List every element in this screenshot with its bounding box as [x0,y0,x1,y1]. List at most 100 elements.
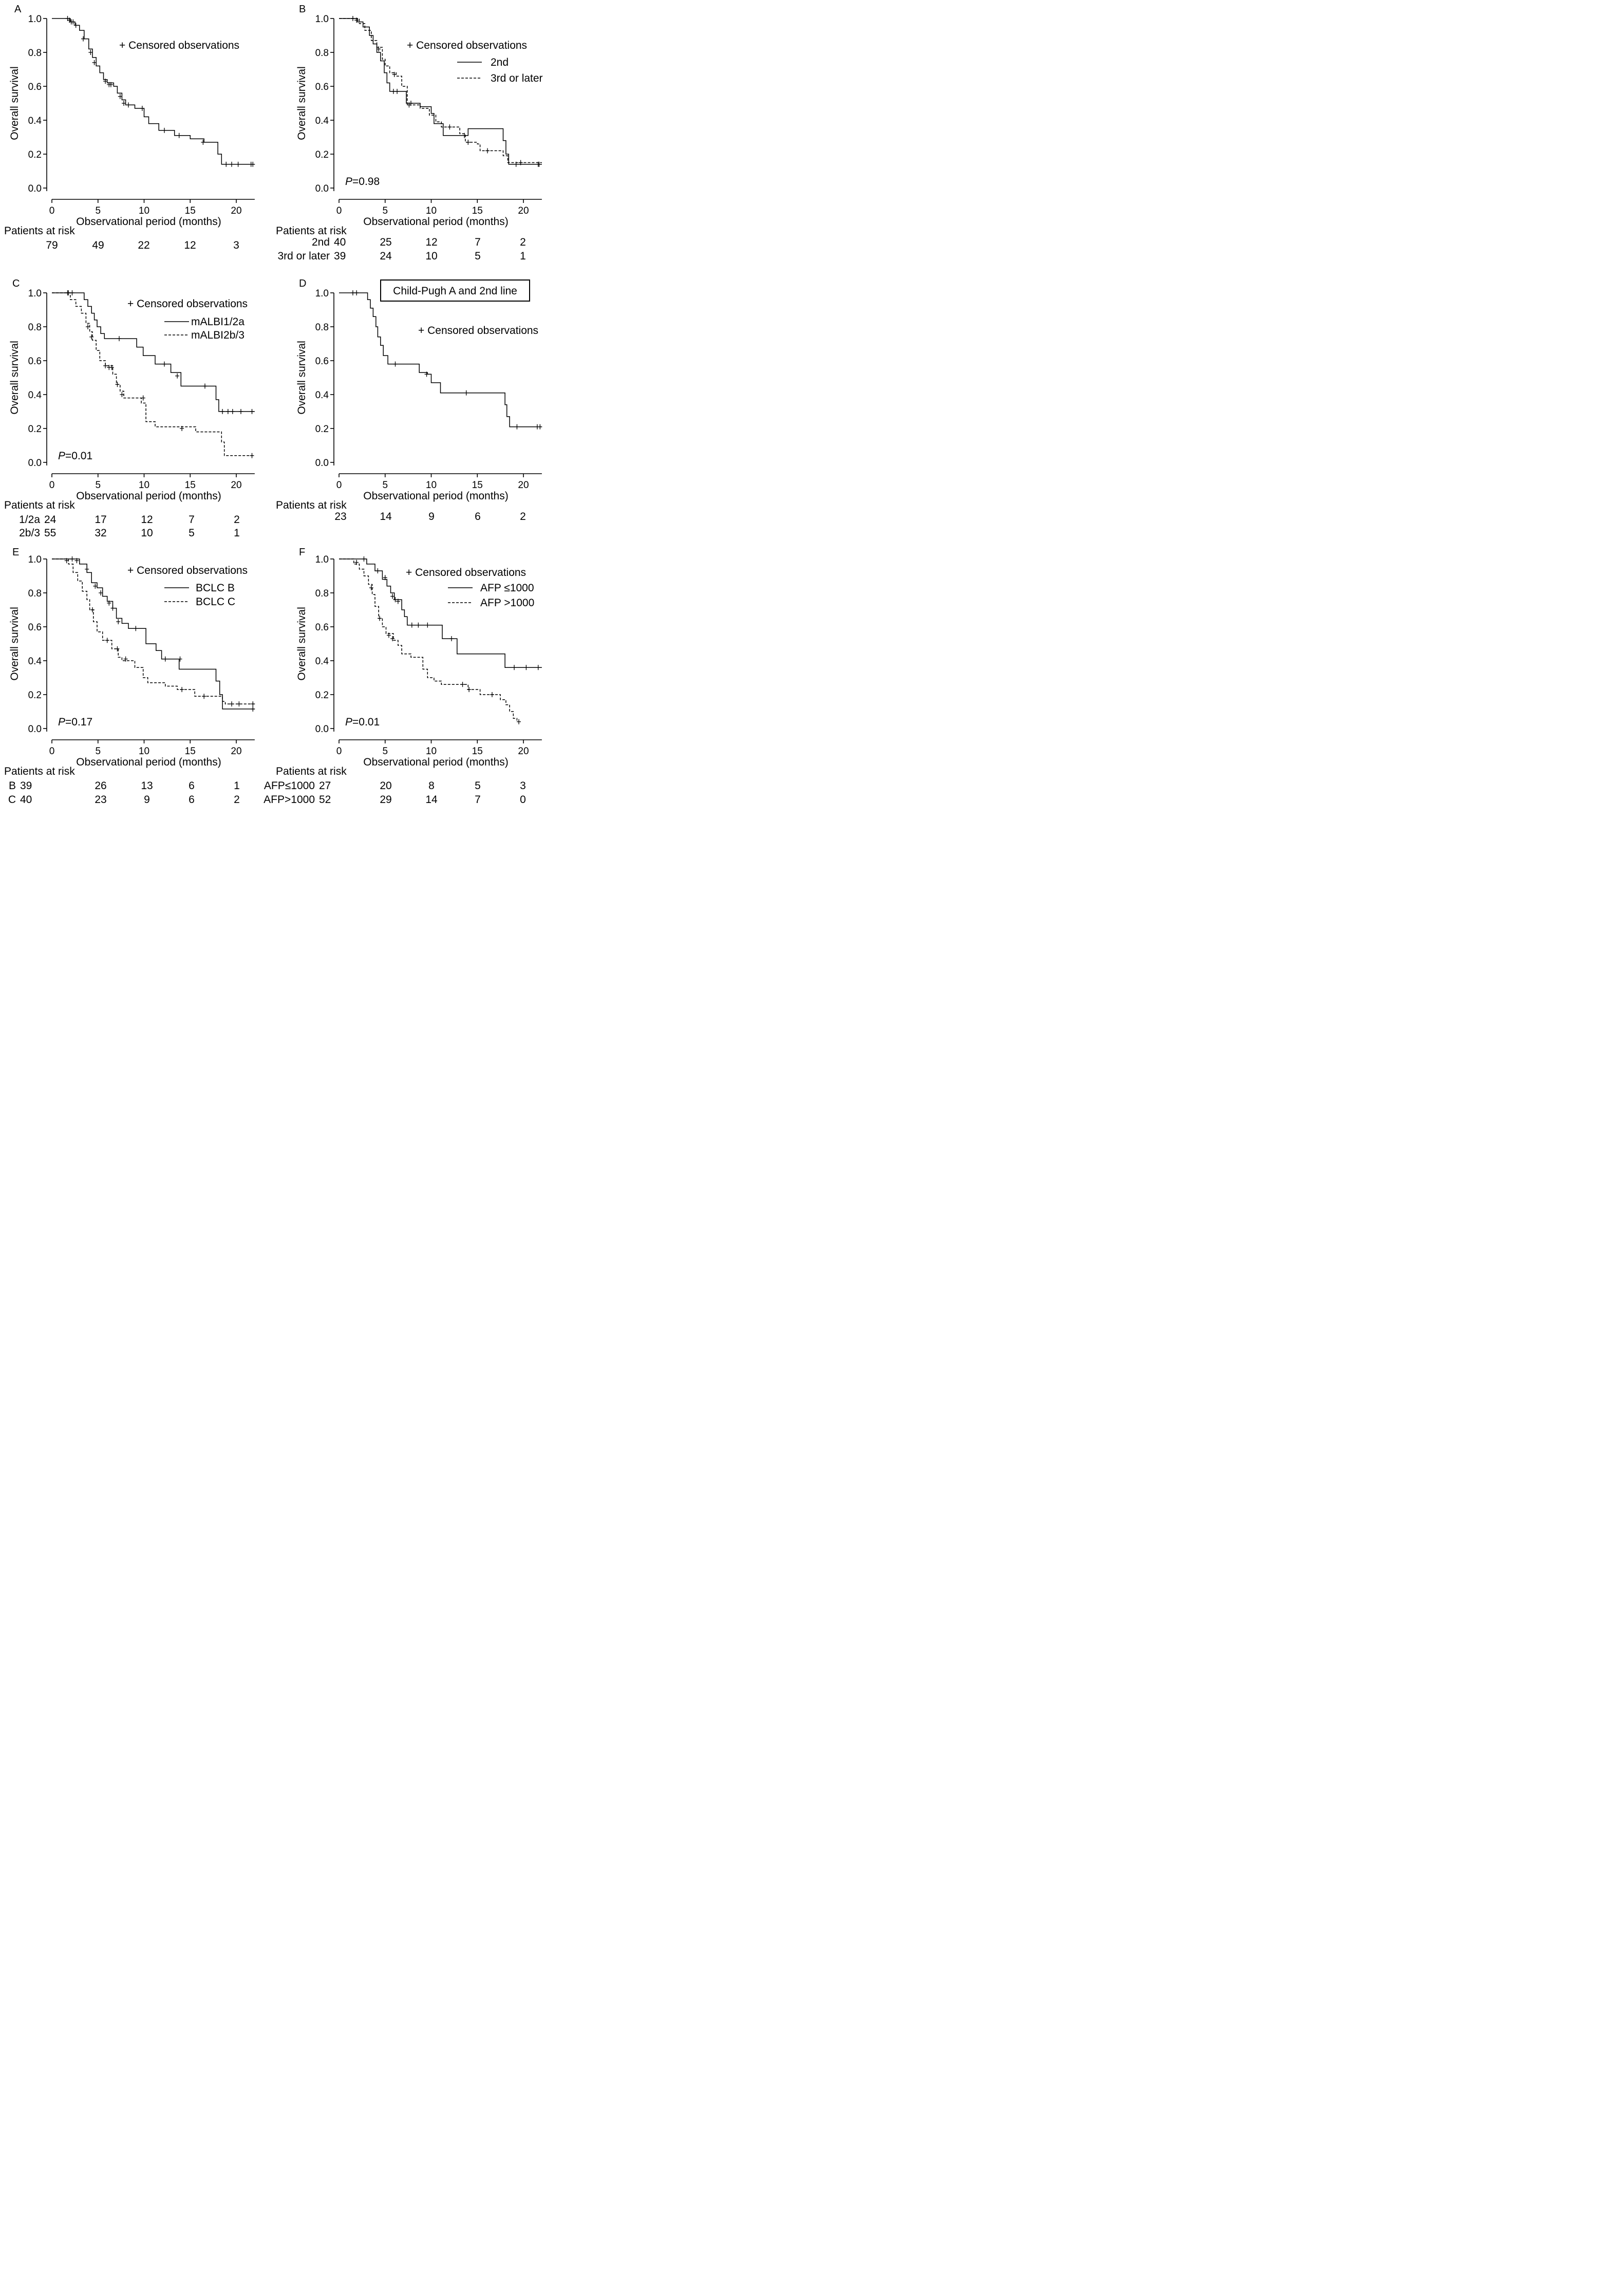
risk-value: 12 [184,239,196,251]
risk-value: 17 [95,514,106,526]
censor-mark [362,556,366,562]
y-tick-label: 0.6 [28,82,42,92]
x-tick-label: 5 [95,206,101,216]
y-tick-label: 1.0 [28,554,42,565]
censor-mark [460,682,465,687]
risk-row-label: 2b/3 [19,527,40,539]
censor-mark [375,568,380,574]
risk-row-label: AFP>1000 [264,794,315,806]
x-tick-label: 0 [336,746,342,757]
y-tick-label: 0.6 [315,356,329,367]
censor-mark [122,101,126,106]
censor-mark [467,687,472,693]
censor-mark [134,626,138,631]
censor-mark [120,392,124,397]
legend-label: mALBI2b/3 [191,329,245,341]
censored-legend: + Censored observations [127,565,248,576]
censor-mark [226,409,230,414]
censor-mark [537,161,541,167]
x-tick-label: 10 [426,206,437,216]
y-tick-label: 1.0 [315,14,329,25]
risk-value: 25 [380,236,391,248]
censor-mark [425,622,430,628]
title-box [380,279,530,302]
y-tick-label: 0.8 [315,48,329,59]
y-tick-label: 0.4 [28,116,42,126]
censor-mark [393,361,398,367]
km-curve-2 [339,558,518,722]
x-tick-label: 15 [185,480,196,491]
censor-mark [180,426,184,431]
censor-mark [518,160,523,165]
y-tick-label: 0.2 [315,150,329,160]
censor-mark [490,692,494,697]
y-tick-label: 0.4 [315,116,329,126]
x-tick-label: 20 [518,746,529,757]
x-axis-title: Observational period (months) [76,216,221,228]
risk-value: 2 [520,511,526,522]
censor-mark [162,361,166,367]
y-axis-title: Overall survival [9,66,21,140]
y-tick-label: 1.0 [315,554,329,565]
censor-mark [350,290,355,295]
censor-mark [92,60,97,65]
y-tick-label: 1.0 [315,288,329,299]
panel-letter: E [12,547,19,558]
y-tick-label: 0.6 [315,82,329,92]
censor-mark [141,395,145,401]
censor-mark [202,383,207,389]
censor-mark [524,665,529,670]
censor-mark [536,665,540,670]
y-tick-label: 0.0 [315,183,329,194]
x-tick-label: 0 [49,746,55,757]
risk-value: 13 [141,780,153,792]
y-tick-label: 0.0 [28,183,42,194]
panel-c: C0.00.20.40.60.81.00 5 10 15 20Observational… [4,278,255,539]
km-curve-2 [339,18,542,163]
censor-mark [115,382,120,387]
risk-value: 55 [44,527,56,539]
censor-mark [115,646,120,651]
x-axis-title: Observational period (months) [363,490,508,502]
risk-value: 7 [475,236,481,248]
risk-value: 10 [141,527,153,539]
censor-mark [515,424,519,430]
censor-mark [71,19,76,25]
p-number: =0.01 [352,716,380,728]
panel-b: B0.00.20.40.60.81.00 5 10 15 20Observational… [276,4,543,262]
censored-legend: + Censored observations [119,40,239,51]
y-tick-label: 0.0 [315,458,329,469]
x-tick-label: 10 [139,480,149,491]
risk-value: 1 [234,527,240,539]
legend-label: 3rd or later [491,72,543,84]
censor-mark [162,127,166,133]
censor-mark [108,82,113,87]
y-tick-label: 0.2 [28,424,42,435]
censor-mark [220,409,225,414]
risk-value: 7 [475,794,481,806]
censor-mark [118,94,122,99]
panel-d: D 0.0 0.2 0.4 0.6 0.8 1.0 0 5 10 15 20 Observational… [276,278,542,522]
risk-value: 6 [189,794,195,806]
censor-mark [64,558,69,564]
risk-value: 20 [380,780,391,792]
censor-mark [517,719,521,724]
risk-value: 10 [425,250,437,262]
x-tick-label: 10 [426,480,437,491]
p-number: =0.98 [352,176,380,188]
y-tick-label: 0.0 [28,724,42,735]
censor-mark [369,585,373,591]
y-tick-label: 0.2 [28,150,42,160]
risk-value: 3 [520,780,526,792]
censor-mark [107,600,111,606]
p-symbol: P [58,450,65,462]
censor-mark [236,161,240,167]
y-axis-title: Overall survival [9,341,21,415]
y-tick-label: 0.8 [315,588,329,599]
km-curve-2 [52,558,255,704]
y-axis-title: Overall survival [296,607,308,681]
censor-mark [126,102,130,108]
risk-row-label: 1/2a [19,514,40,526]
censor-mark [354,17,359,23]
p-value: P=0.98 [345,176,380,188]
